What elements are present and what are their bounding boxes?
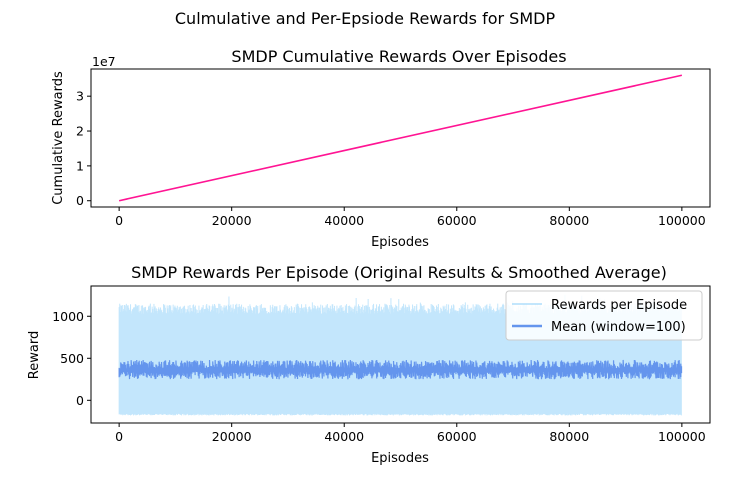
chart-2-plot <box>118 294 683 416</box>
chart-1-xticks: 0 20000 40000 60000 80000 100000 <box>115 207 706 228</box>
rewards-per-episode-line <box>118 294 682 416</box>
chart-2-yticks: 0 500 1000 <box>52 309 91 408</box>
legend-frame <box>505 290 703 341</box>
chart-1-plot <box>118 74 683 202</box>
chart-2-ytick-label: 1000 <box>52 309 84 324</box>
chart-1-xtick-label: 100000 <box>658 213 706 228</box>
chart-2-xtick-label: 80000 <box>549 429 589 444</box>
chart-1-ytick-label: 3 <box>76 89 84 104</box>
chart-1-ytick-label: 1 <box>76 158 84 173</box>
chart-2-xtick-label: 60000 <box>437 429 477 444</box>
chart-1-ytick-label: 0 <box>76 193 84 208</box>
chart-1-xtick-label: 40000 <box>324 213 364 228</box>
chart-1-axes-frame <box>90 68 711 208</box>
chart-2-xtick-label: 20000 <box>212 429 252 444</box>
chart-2-ytick-label: 0 <box>76 393 84 408</box>
chart-2-legend: Rewards per Episode Mean (window=100) <box>505 290 703 341</box>
chart-2-xtick-label: 100000 <box>658 429 706 444</box>
chart-2-ylabel: Reward <box>27 331 42 379</box>
chart-1-xtick-label: 20000 <box>212 213 252 228</box>
figure-suptitle: Culmulative and Per-Epsiode Rewards for … <box>175 9 556 28</box>
chart-2-xticks: 0 20000 40000 60000 80000 100000 <box>115 423 706 444</box>
legend-label-rewards: Rewards per Episode <box>551 298 687 313</box>
chart-1-xtick-label: 80000 <box>549 213 589 228</box>
chart-2-xlabel: Episodes <box>371 451 429 466</box>
chart-2-xtick-label: 0 <box>115 429 123 444</box>
chart-1-offset-label: 1e7 <box>92 54 116 69</box>
chart-2-xtick-label: 40000 <box>324 429 364 444</box>
chart-2-axes-frame <box>90 285 711 424</box>
cumulative-rewards-line <box>118 74 683 202</box>
chart-cumulative: SMDP Cumulative Rewards Over Episodes 1e… <box>51 47 711 250</box>
chart-1-ylabel: Cumulative Rewards <box>51 71 66 205</box>
chart-per-episode: SMDP Rewards Per Episode (Original Resul… <box>27 263 711 466</box>
chart-1-xtick-label: 60000 <box>437 213 477 228</box>
chart-1-ytick-label: 2 <box>76 124 84 139</box>
chart-1-xlabel: Episodes <box>371 235 429 250</box>
chart-1-xtick-label: 0 <box>115 213 123 228</box>
chart-1-yticks: 0 1 2 3 <box>76 89 91 208</box>
mean-window-line <box>118 359 683 380</box>
chart-2-ytick-label: 500 <box>60 351 84 366</box>
chart-1-title: SMDP Cumulative Rewards Over Episodes <box>231 47 566 66</box>
chart-2-title: SMDP Rewards Per Episode (Original Resul… <box>131 263 667 282</box>
legend-label-mean: Mean (window=100) <box>551 320 686 335</box>
